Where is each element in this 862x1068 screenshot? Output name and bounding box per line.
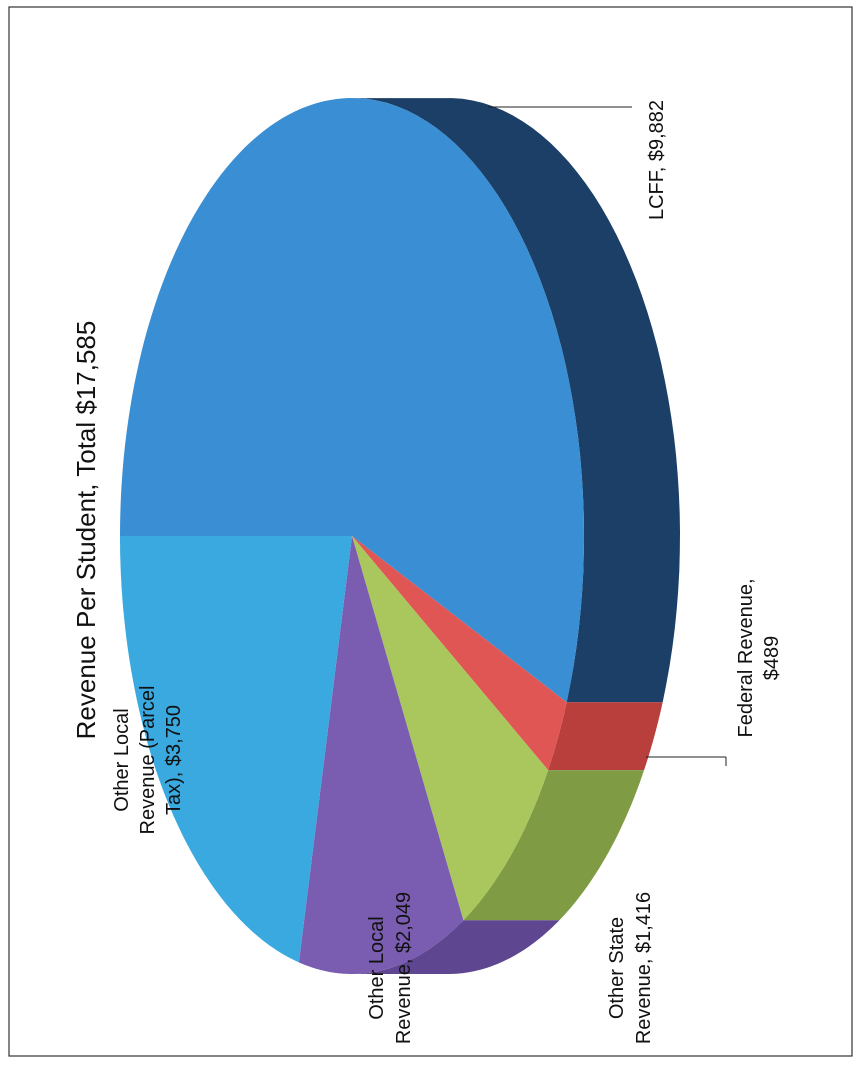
slice-side-other-state-revenue [463,770,645,921]
pie-top-faces [120,98,584,974]
other-state-label-line1: Other State [606,917,628,1019]
slice-lcff [120,98,584,703]
federal-label-line2: $489 [761,636,783,681]
federal-label-line1: Federal Revenue, [735,579,757,738]
slice-federal-revenue [352,536,567,771]
parcel-label-line1: Other Local [111,708,133,811]
slice-other-local-revenue-parcel-tax [120,536,352,963]
other-state-label-line2: Revenue, $1,416 [633,892,655,1044]
slice-side-lcff [356,98,680,703]
lcff-label: LCFF, $9,882 [646,100,668,220]
other-local-label-line1: Other Local [366,916,388,1019]
slice-other-local-revenue [298,536,464,974]
pie-side-walls [353,98,680,974]
slice-side-other-local-revenue [353,920,560,974]
parcel-label-line3: Tax), $3,750 [163,705,185,815]
slice-other-state-revenue [352,536,549,921]
slice-side-federal-revenue [548,702,663,771]
parcel-label-line2: Revenue (Parcel [137,686,159,835]
other-local-label-line2: Revenue, $2,049 [393,892,415,1044]
chart-title: Revenue Per Student, Total $17,585 [71,321,101,740]
